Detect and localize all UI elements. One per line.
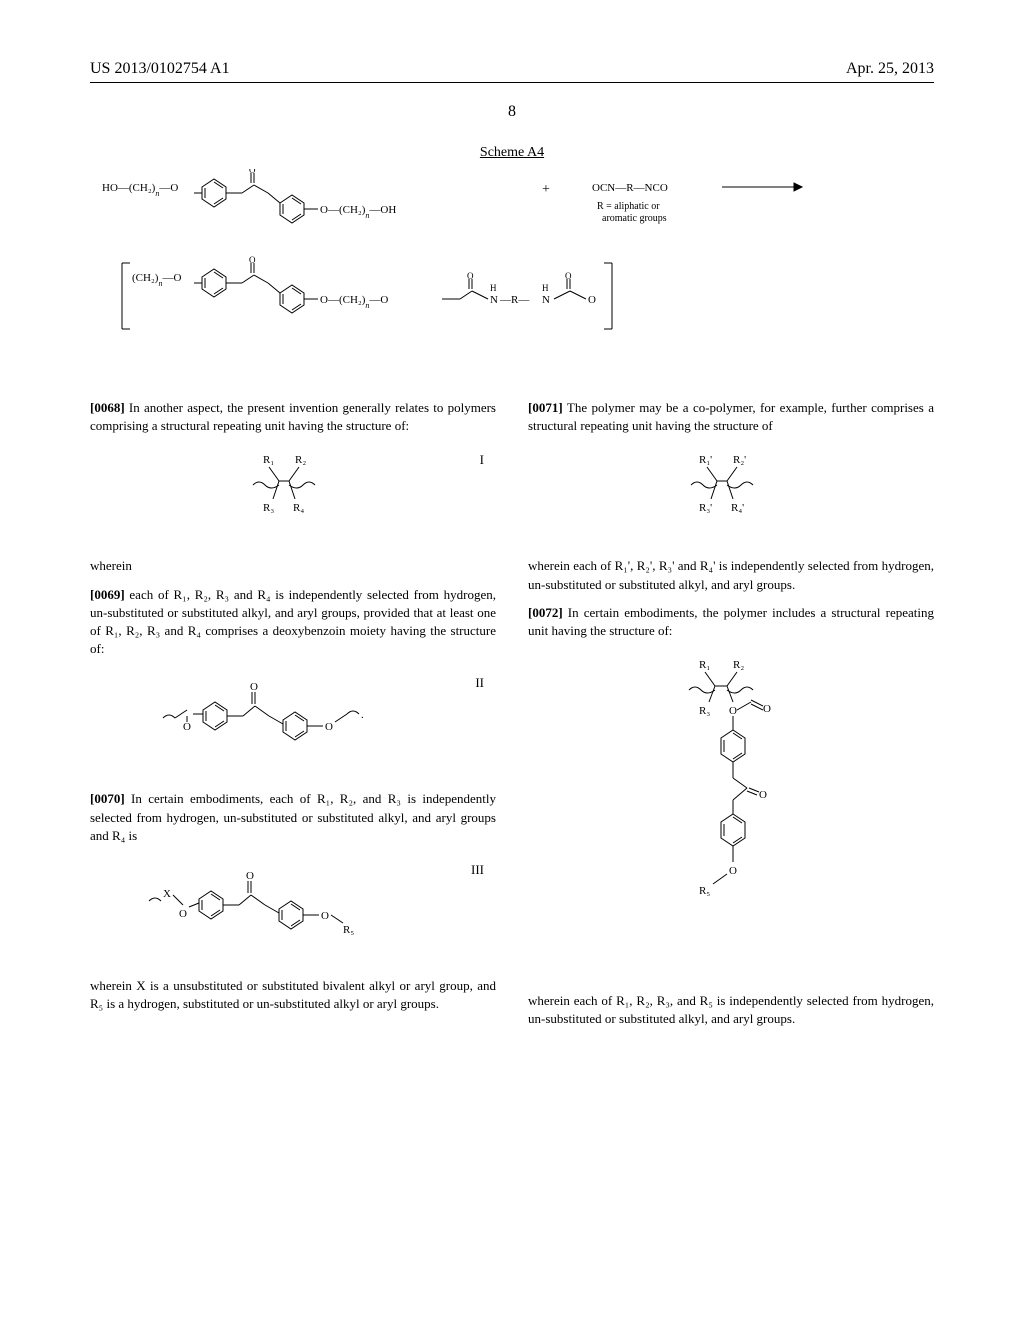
- svg-text:R₄': R₄': [731, 502, 744, 514]
- svg-text:O: O: [246, 870, 254, 882]
- svg-text:R₁: R₁: [699, 659, 710, 671]
- svg-text:R₃: R₃: [699, 705, 710, 717]
- svg-text:O: O: [467, 271, 474, 281]
- structure-label: III: [471, 861, 484, 879]
- document-number: US 2013/0102754 A1: [90, 60, 230, 78]
- para-num: [0068]: [90, 400, 125, 415]
- structure-vertical: R₁ R₂ R₃ O O: [528, 656, 934, 976]
- svg-text:O: O: [250, 681, 258, 693]
- svg-text:.: .: [361, 709, 364, 721]
- structure-label: II: [475, 674, 484, 692]
- svg-text:—R—: —R—: [499, 294, 530, 306]
- svg-text:R₂': R₂': [733, 454, 746, 466]
- svg-text:O: O: [325, 721, 333, 733]
- svg-text:R₃: R₃: [263, 502, 274, 514]
- svg-text:R₅: R₅: [699, 885, 710, 897]
- left-column: [0068] In another aspect, the present in…: [90, 389, 496, 1039]
- para-num: [0070]: [90, 791, 125, 806]
- structure-II: II O O: [90, 674, 496, 774]
- svg-text:O: O: [588, 294, 596, 306]
- svg-text:O—(CH₂)n—OH: O—(CH₂)n—OH: [320, 204, 396, 220]
- wherein-text: wherein: [90, 557, 496, 575]
- svg-text:N: N: [490, 294, 498, 306]
- svg-text:R₂: R₂: [733, 659, 744, 671]
- page-header: US 2013/0102754 A1 Apr. 25, 2013: [90, 60, 934, 83]
- svg-text:O: O: [763, 703, 771, 715]
- para-text: each of R₁, R₂, R₃ and R₄ is independent…: [90, 587, 496, 657]
- svg-text:H: H: [542, 283, 549, 293]
- structure-label: I: [480, 451, 484, 469]
- scheme-a4: Scheme A4 HO—(CH₂)n—O O: [90, 145, 934, 359]
- structure-copolymer: R₁' R₂' R₃' R₄': [528, 451, 934, 541]
- svg-text:O: O: [729, 865, 737, 877]
- para-0071-trail: wherein each of R₁', R₂', R₃' and R₄' is…: [528, 557, 934, 593]
- para-0070: [0070] In certain embodiments, each of R…: [90, 790, 496, 845]
- svg-text:O: O: [183, 721, 191, 733]
- publication-date: Apr. 25, 2013: [846, 60, 934, 78]
- svg-text:R₂: R₂: [295, 454, 306, 466]
- svg-text:HO—(CH₂)n—O: HO—(CH₂)n—O: [102, 182, 178, 198]
- svg-text:N: N: [542, 294, 550, 306]
- para-0070-trail: wherein X is a unsubstituted or substitu…: [90, 977, 496, 1013]
- right-column: [0071] The polymer may be a co-polymer, …: [528, 389, 934, 1039]
- svg-text:R₄: R₄: [293, 502, 304, 514]
- para-0071: [0071] The polymer may be a co-polymer, …: [528, 399, 934, 435]
- svg-text:R₃': R₃': [699, 502, 712, 514]
- scheme-reaction: HO—(CH₂)n—O O O—(CH₂)n—OH +: [90, 169, 934, 359]
- para-0072: [0072] In certain embodiments, the polym…: [528, 604, 934, 640]
- svg-text:R₁': R₁': [699, 454, 712, 466]
- svg-text:aromatic groups: aromatic groups: [602, 213, 667, 224]
- svg-text:+: +: [542, 182, 550, 197]
- svg-text:(CH₂)n—O: (CH₂)n—O: [132, 272, 181, 288]
- para-0069: [0069] each of R₁, R₂, R₃ and R₄ is inde…: [90, 586, 496, 659]
- para-text: In certain embodiments, the polymer incl…: [528, 605, 934, 638]
- svg-text:OCN—R—NCO: OCN—R—NCO: [592, 182, 668, 194]
- para-text: In certain embodiments, each of R₁, R₂, …: [90, 791, 496, 842]
- svg-text:O: O: [249, 169, 256, 175]
- svg-text:H: H: [490, 283, 497, 293]
- svg-text:O—(CH₂)n—O: O—(CH₂)n—O: [320, 294, 388, 310]
- para-num: [0069]: [90, 587, 125, 602]
- page-number: 8: [90, 103, 934, 121]
- para-num: [0072]: [528, 605, 563, 620]
- svg-text:O: O: [179, 908, 187, 920]
- svg-text:R₁: R₁: [263, 454, 274, 466]
- svg-text:X: X: [163, 888, 171, 900]
- para-0072-trail: wherein each of R₁, R₂, R₃, and R₅ is in…: [528, 992, 934, 1028]
- body-columns: [0068] In another aspect, the present in…: [90, 389, 934, 1039]
- para-text: The polymer may be a co-polymer, for exa…: [528, 400, 934, 433]
- svg-text:O: O: [729, 705, 737, 717]
- svg-text:O: O: [249, 255, 256, 265]
- structure-I: I R₁ R₂ R₃ R₄: [90, 451, 496, 541]
- para-0068: [0068] In another aspect, the present in…: [90, 399, 496, 435]
- svg-text:R = aliphatic or: R = aliphatic or: [597, 201, 660, 212]
- structure-III: III X O O: [90, 861, 496, 961]
- svg-text:O: O: [321, 910, 329, 922]
- scheme-title: Scheme A4: [90, 145, 934, 161]
- svg-text:R₅: R₅: [343, 924, 354, 936]
- svg-text:O: O: [565, 271, 572, 281]
- para-num: [0071]: [528, 400, 563, 415]
- para-text: In another aspect, the present invention…: [90, 400, 496, 433]
- svg-text:O: O: [759, 789, 767, 801]
